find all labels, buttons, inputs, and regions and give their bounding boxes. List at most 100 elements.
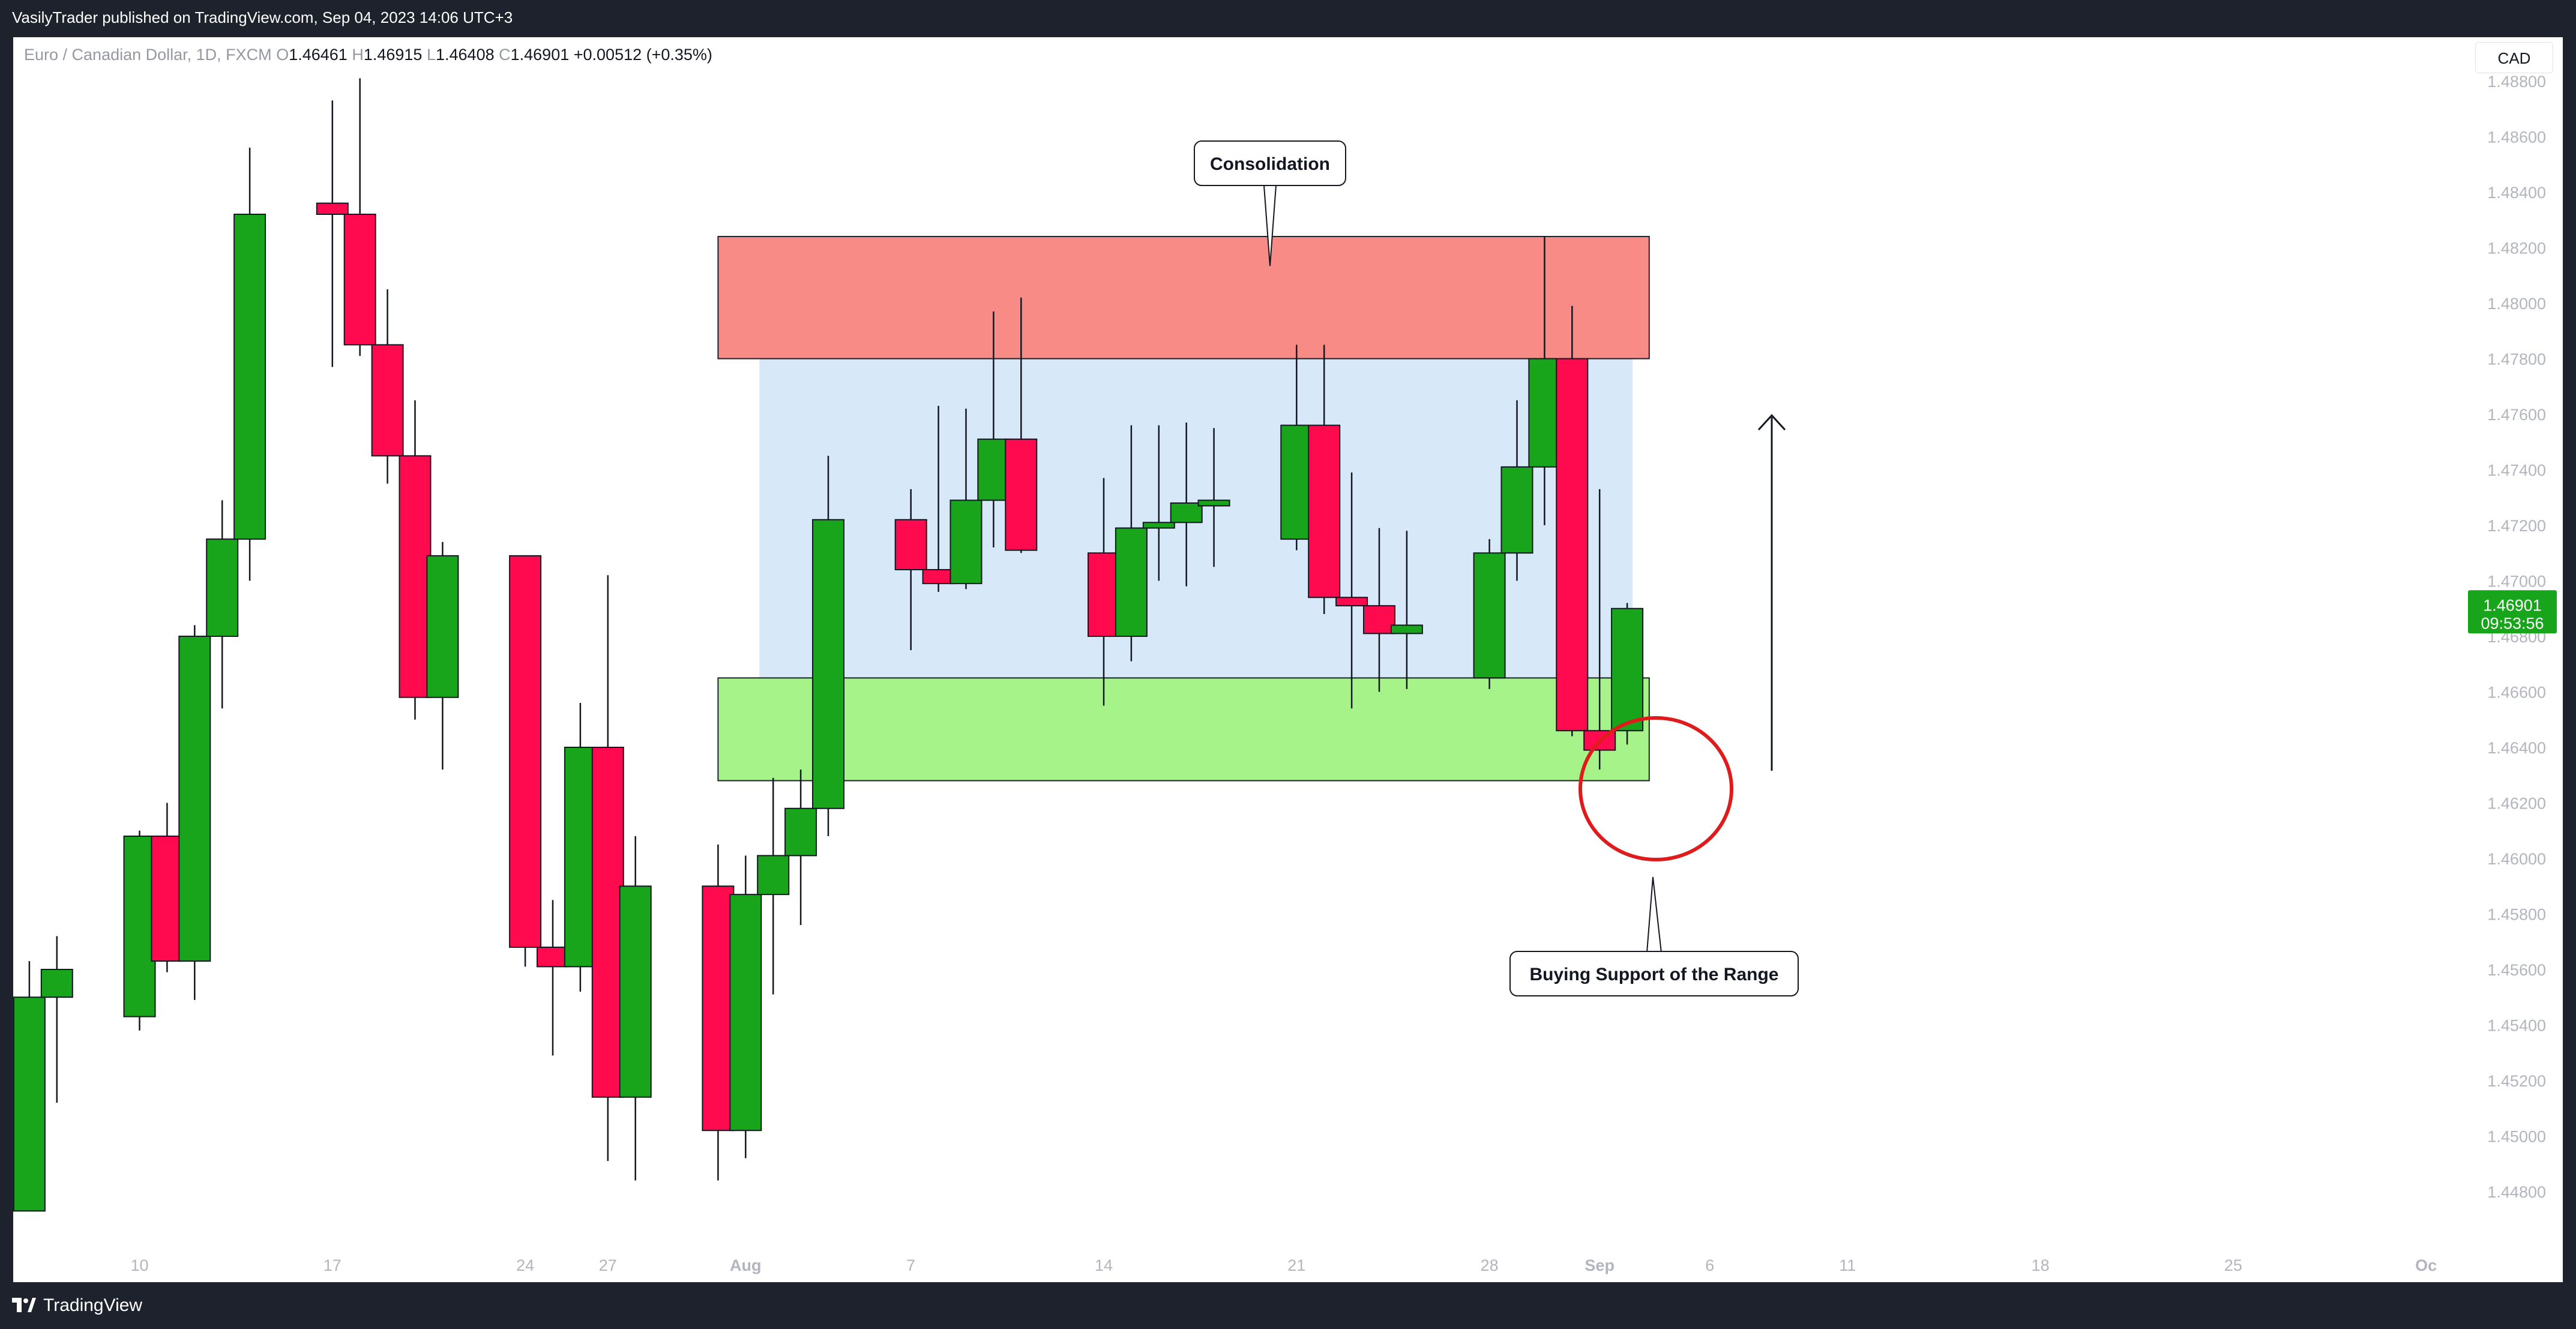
candle[interactable]: [151, 803, 184, 972]
y-tick-label: 1.46000: [2487, 850, 2546, 868]
x-tick-label: 10: [130, 1256, 148, 1274]
candle-body: [13, 996, 46, 1212]
zones-layer: [717, 236, 1650, 782]
candle[interactable]: [922, 406, 955, 592]
change-value: +0.00512 (+0.35%): [573, 46, 712, 64]
open-label: O: [276, 46, 289, 64]
candle[interactable]: [619, 836, 652, 1181]
candle[interactable]: [40, 936, 73, 1103]
candle[interactable]: [343, 78, 376, 356]
x-tick-label: Oc: [2415, 1256, 2437, 1274]
candle-body: [1335, 597, 1368, 607]
candle[interactable]: [1556, 306, 1589, 737]
candle[interactable]: [1142, 425, 1175, 581]
candle[interactable]: [537, 900, 569, 1056]
candle[interactable]: [1335, 472, 1368, 709]
x-tick-label: 27: [599, 1256, 617, 1274]
candle[interactable]: [399, 400, 432, 720]
up-arrow-head: [1757, 414, 1786, 431]
candle-body: [1115, 527, 1148, 637]
candle-body: [399, 455, 432, 698]
candle[interactable]: [1308, 345, 1341, 614]
x-tick-label: 24: [516, 1256, 534, 1274]
candle-body: [1528, 358, 1561, 468]
y-tick-label: 1.45600: [2487, 961, 2546, 979]
candle[interactable]: [206, 500, 239, 709]
candle[interactable]: [757, 777, 790, 995]
candle[interactable]: [1005, 297, 1038, 553]
candle-body: [894, 519, 927, 570]
candle[interactable]: [1088, 478, 1120, 706]
y-tick-label: 1.48400: [2487, 184, 2546, 202]
candle[interactable]: [123, 830, 156, 1031]
candle[interactable]: [509, 555, 542, 967]
candle[interactable]: [13, 961, 46, 1212]
low-value: 1.46408: [436, 46, 495, 64]
annotations-layer: Consolidation Buying Support of the Range: [1194, 140, 1799, 996]
candle[interactable]: [371, 289, 404, 484]
candle[interactable]: [1611, 603, 1644, 745]
high-value: 1.46915: [363, 46, 423, 64]
tradingview-logo-icon: [12, 1298, 36, 1312]
candle[interactable]: [702, 844, 735, 1181]
candle[interactable]: [426, 541, 459, 770]
x-tick-label: 18: [2032, 1256, 2050, 1274]
y-tick-label: 1.47200: [2487, 517, 2546, 535]
candle-body: [977, 438, 1010, 501]
candle-body: [509, 555, 542, 948]
candle[interactable]: [1473, 539, 1506, 689]
low-label: L: [426, 46, 436, 64]
publisher-text: VasilyTrader published on TradingView.co…: [12, 8, 513, 26]
candle[interactable]: [1500, 400, 1533, 581]
candle[interactable]: [178, 625, 211, 1000]
candle-body: [922, 569, 955, 585]
candle[interactable]: [729, 855, 762, 1159]
buying-support-box: [1509, 951, 1799, 996]
x-axis: 10 17 24 27 Aug 7 14 21 28 Sep 6 11 18 25 Oc: [130, 1256, 2437, 1274]
candle[interactable]: [1390, 531, 1423, 689]
support-zone: [717, 677, 1650, 782]
candle[interactable]: [1280, 345, 1313, 550]
close-label: C: [499, 46, 511, 64]
candle[interactable]: [1170, 422, 1203, 586]
footer-bar: TradingView: [0, 1282, 2576, 1329]
x-tick-label: 7: [906, 1256, 915, 1274]
buying-support-label: Buying Support of the Range: [1530, 965, 1779, 984]
candle-body: [702, 885, 735, 1132]
candle[interactable]: [564, 703, 597, 992]
candle-body: [371, 344, 404, 457]
y-tick-label: 1.44800: [2487, 1183, 2546, 1201]
y-tick-label: 1.48200: [2487, 240, 2546, 258]
candle[interactable]: [591, 575, 624, 1162]
close-value: 1.46901: [510, 46, 570, 64]
y-tick-label: 1.46600: [2487, 684, 2546, 702]
y-tick-label: 1.45000: [2487, 1128, 2546, 1146]
y-tick-label: 1.46400: [2487, 739, 2546, 757]
y-tick-label: 1.47600: [2487, 406, 2546, 424]
candle[interactable]: [1197, 428, 1230, 567]
publisher-bar: VasilyTrader published on TradingView.co…: [0, 0, 2576, 37]
candle[interactable]: [1363, 528, 1395, 692]
candlestick-chart[interactable]: Consolidation Buying Support of the Range…: [13, 37, 2563, 1282]
candle[interactable]: [1115, 425, 1148, 661]
currency-button[interactable]: CAD: [2475, 42, 2553, 73]
candle[interactable]: [233, 148, 266, 581]
candle[interactable]: [894, 489, 927, 651]
candle-body: [233, 214, 266, 540]
last-price-countdown: 09:53:56: [2481, 614, 2544, 632]
candle[interactable]: [977, 311, 1010, 547]
candle[interactable]: [316, 100, 349, 367]
chart-panel[interactable]: Consolidation Buying Support of the Range…: [13, 37, 2563, 1282]
candle-body: [1390, 624, 1423, 634]
y-tick-label: 1.45400: [2487, 1017, 2546, 1035]
y-tick-label: 1.46200: [2487, 795, 2546, 813]
y-tick-label: 1.45200: [2487, 1072, 2546, 1090]
consolidation-pointer: [1263, 185, 1277, 267]
candle[interactable]: [812, 456, 844, 836]
candle-body: [949, 499, 983, 585]
x-tick-label: 28: [1481, 1256, 1499, 1274]
candle[interactable]: [949, 408, 983, 589]
candle[interactable]: [784, 770, 817, 925]
candle-body: [1308, 424, 1341, 598]
